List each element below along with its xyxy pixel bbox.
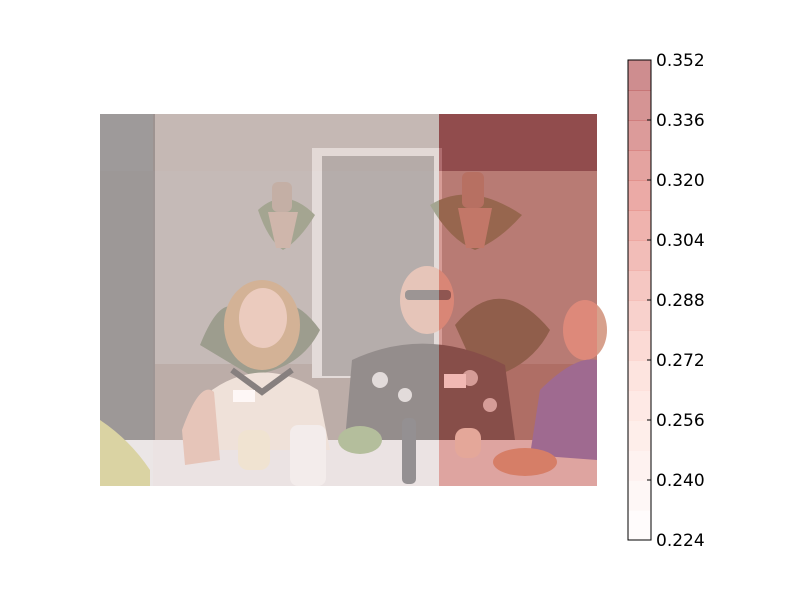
colorbar-ticks: 0.352 0.336 0.320 0.304 0.288 0.272 0.256 0.240… <box>647 51 705 551</box>
heatmap-cell <box>100 114 153 171</box>
colorbar-segment <box>628 330 651 361</box>
colorbar-segment <box>628 390 651 421</box>
colorbar-segment <box>628 420 651 451</box>
heatmap-cell <box>153 114 439 171</box>
colorbar-segment <box>628 180 651 211</box>
colorbar-tick-label: 0.288 <box>656 291 705 311</box>
colorbar-segment <box>628 120 651 151</box>
colorbar-segment <box>628 510 651 541</box>
colorbar-segment <box>628 450 651 481</box>
colorbar-segment <box>628 150 651 181</box>
colorbar-tick-label: 0.256 <box>656 411 705 431</box>
colorbar-segment <box>628 60 651 91</box>
colorbar-tick-label: 0.304 <box>656 231 705 251</box>
colorbar-segment <box>628 360 651 391</box>
colorbar-tick-label: 0.336 <box>656 111 705 131</box>
colorbar-segment <box>628 210 651 241</box>
heatmap-cell <box>153 171 439 486</box>
colorbar-segment <box>628 480 651 511</box>
heatmap-cell <box>100 171 153 486</box>
colorbar-segment <box>628 240 651 271</box>
colorbar-tick-label: 0.272 <box>656 351 705 371</box>
heatmap-cell <box>439 114 597 171</box>
colorbar-tick-label: 0.224 <box>656 531 705 551</box>
colorbar-segment <box>628 90 651 121</box>
colorbar-tick-label: 0.352 <box>656 51 705 71</box>
colorbar-segment <box>628 300 651 331</box>
colorbar-tick-label: 0.240 <box>656 471 705 491</box>
heatmap-cell <box>439 171 597 486</box>
heatmap-overlay <box>100 114 597 486</box>
colorbar-segment <box>628 270 651 301</box>
colorbar-tick-label: 0.320 <box>656 171 705 191</box>
